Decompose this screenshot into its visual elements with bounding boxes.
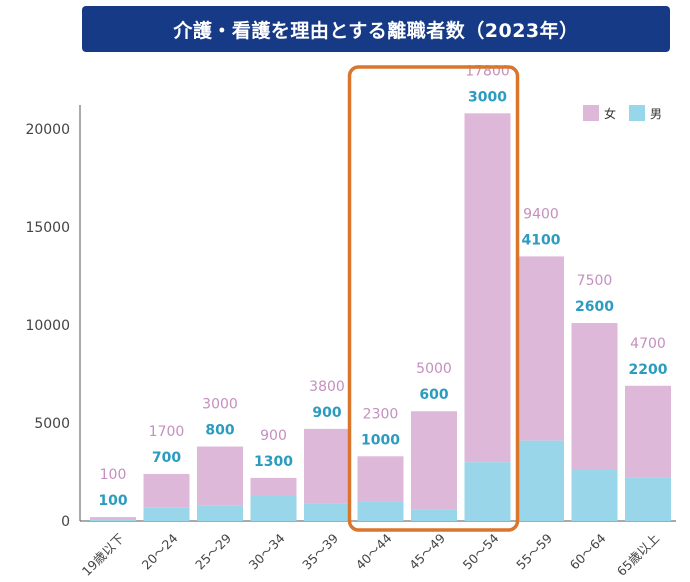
x-tick-label: 60〜64 (567, 530, 609, 572)
data-label-female: 100 (100, 467, 127, 483)
x-tick-label: 30〜34 (246, 530, 288, 572)
x-tick-label: 19歳以下 (79, 531, 127, 579)
data-label-female: 7500 (577, 273, 613, 289)
data-label-female: 9400 (523, 206, 559, 222)
title-banner: 介護・看護を理由とする離職者数（2023年） (82, 6, 670, 52)
data-label-female: 4700 (630, 336, 666, 352)
x-tick-label: 65歳以上 (614, 531, 662, 579)
data-label-male: 700 (152, 450, 181, 466)
bar-female (571, 323, 618, 471)
x-tick-label: 20〜24 (139, 530, 181, 572)
data-label-male: 4100 (522, 232, 561, 248)
data-label-female: 1700 (149, 424, 185, 440)
bar-female (304, 428, 350, 504)
data-label-female: 2300 (363, 406, 399, 422)
x-tick-label: 50〜54 (460, 530, 502, 572)
bar-female (518, 256, 564, 441)
highlight-box (347, 65, 520, 532)
data-label-male: 900 (312, 405, 341, 421)
bar-female (143, 473, 190, 508)
bar-male (357, 501, 404, 521)
bar-male (518, 440, 564, 521)
bar-female (411, 411, 457, 510)
bar-male (464, 462, 511, 521)
data-label-female: 5000 (416, 361, 452, 377)
bar-male (571, 470, 618, 521)
x-tick-label: 45〜49 (406, 530, 448, 572)
data-label-female: 900 (260, 428, 287, 444)
bar-female (250, 477, 297, 496)
data-label-male: 1000 (361, 432, 400, 448)
x-tick-label: 35〜39 (299, 530, 341, 572)
data-label-male: 800 (205, 423, 234, 439)
data-label-male: 1300 (254, 454, 293, 470)
bar-male (625, 477, 671, 521)
x-tick-label: 25〜29 (192, 530, 234, 572)
y-tick-label: 0 (61, 514, 70, 530)
data-label-female: 3000 (202, 397, 238, 413)
bar-male (143, 507, 190, 521)
data-label-male: 2600 (575, 299, 614, 315)
legend-label: 女 (604, 106, 616, 121)
y-tick-label: 5000 (34, 416, 70, 432)
legend-swatch (583, 105, 599, 121)
bar-male (90, 519, 136, 521)
data-label-male: 3000 (468, 89, 507, 105)
bar-female (625, 385, 671, 478)
data-label-female: 3800 (309, 379, 345, 395)
y-tick-label: 20000 (25, 122, 70, 138)
bar-male (411, 509, 457, 521)
y-tick-label: 15000 (25, 220, 70, 236)
bar-male (304, 503, 350, 521)
y-tick-label: 10000 (25, 318, 70, 334)
bar-male (250, 495, 297, 521)
data-label-male: 2200 (629, 362, 668, 378)
bar-female (197, 446, 243, 506)
bar-female (464, 113, 511, 463)
bar-male (197, 505, 243, 521)
bar-female (90, 517, 136, 520)
legend-label: 男 (650, 107, 662, 121)
data-label-male: 600 (419, 387, 448, 403)
chart-title: 介護・看護を理由とする離職者数（2023年） (173, 19, 579, 42)
x-tick-label: 40〜44 (353, 530, 395, 572)
legend-swatch (629, 105, 645, 121)
x-tick-label: 55〜59 (513, 530, 555, 572)
bar-female (357, 456, 404, 502)
data-label-male: 100 (98, 493, 127, 509)
